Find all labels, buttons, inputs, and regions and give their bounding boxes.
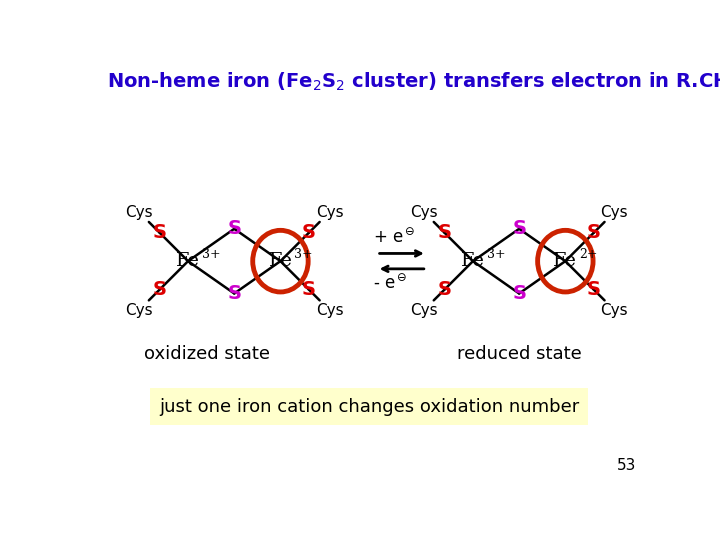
Text: Cys: Cys <box>125 302 153 318</box>
Text: Cys: Cys <box>125 205 153 220</box>
Text: Cys: Cys <box>600 205 628 220</box>
FancyBboxPatch shape <box>150 388 588 425</box>
Text: oxidized state: oxidized state <box>144 345 270 362</box>
Text: Cys: Cys <box>600 302 628 318</box>
Text: S: S <box>302 280 316 299</box>
Text: Fe: Fe <box>176 252 200 270</box>
Text: 53: 53 <box>617 458 636 472</box>
Text: S: S <box>512 284 526 303</box>
Text: S: S <box>153 224 167 242</box>
Text: S: S <box>228 284 241 303</box>
Text: Fe: Fe <box>554 252 577 270</box>
Text: 3+: 3+ <box>294 248 313 261</box>
Text: S: S <box>438 280 451 299</box>
Text: - e$^\ominus$: - e$^\ominus$ <box>373 275 408 294</box>
Text: S: S <box>228 219 241 238</box>
Text: S: S <box>302 224 316 242</box>
Text: S: S <box>153 280 167 299</box>
Text: reduced state: reduced state <box>456 345 582 362</box>
Text: Cys: Cys <box>315 205 343 220</box>
Text: Fe: Fe <box>461 252 485 270</box>
Text: 3+: 3+ <box>202 248 220 261</box>
Text: just one iron cation changes oxidation number: just one iron cation changes oxidation n… <box>159 397 579 416</box>
Text: 3+: 3+ <box>487 248 505 261</box>
Text: Cys: Cys <box>410 302 438 318</box>
Text: + e$^\ominus$: + e$^\ominus$ <box>373 228 415 248</box>
Text: S: S <box>587 280 600 299</box>
Text: 2+: 2+ <box>579 248 598 261</box>
Text: S: S <box>587 224 600 242</box>
Text: Fe: Fe <box>269 252 292 270</box>
Text: Non-heme iron (Fe$_2$S$_2$ cluster) transfers electron in R.CH.: Non-heme iron (Fe$_2$S$_2$ cluster) tran… <box>107 71 720 93</box>
Text: Cys: Cys <box>315 302 343 318</box>
Text: S: S <box>512 219 526 238</box>
Text: Cys: Cys <box>410 205 438 220</box>
Text: S: S <box>438 224 451 242</box>
